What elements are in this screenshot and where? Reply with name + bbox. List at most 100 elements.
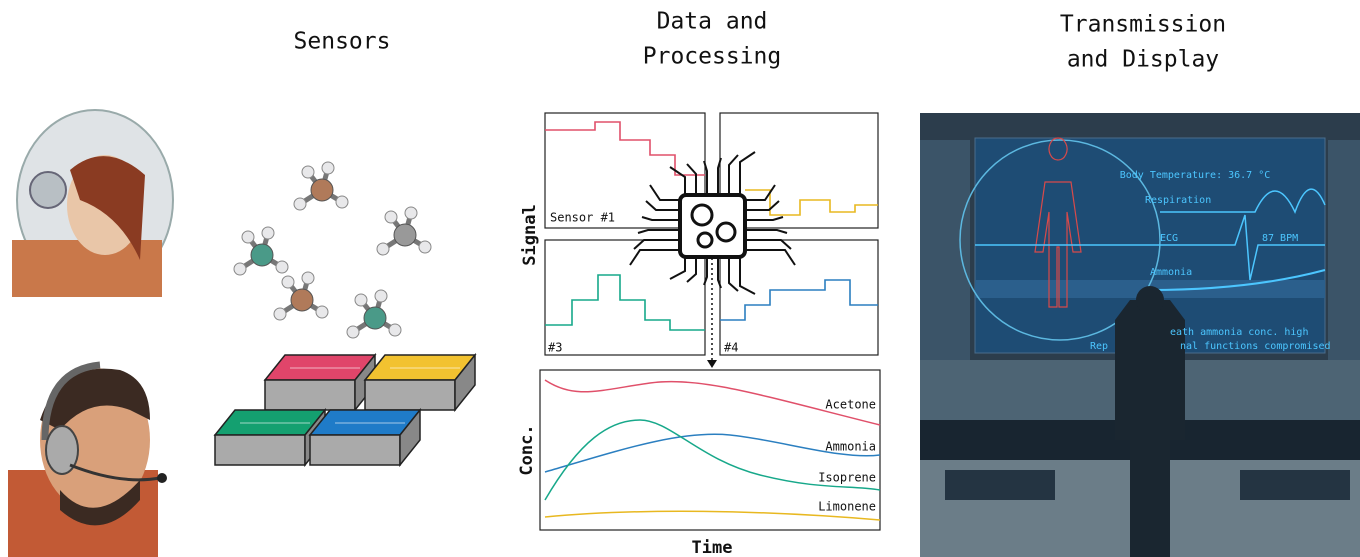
curve-label: Ammonia bbox=[825, 440, 876, 454]
screen-text: Respiration bbox=[1145, 195, 1211, 206]
chip-pin bbox=[745, 239, 792, 250]
molecule-atom bbox=[346, 325, 360, 339]
chip-pin bbox=[739, 151, 756, 195]
chip-pin bbox=[669, 257, 686, 280]
processor-icon bbox=[629, 151, 796, 295]
screen-text: 87 BPM bbox=[1262, 233, 1298, 244]
chip-pin bbox=[728, 154, 739, 195]
column-title: Sensors bbox=[294, 29, 391, 55]
sensor-base bbox=[264, 379, 356, 411]
molecule-atom bbox=[374, 289, 388, 303]
signal-panels-part bbox=[719, 112, 879, 229]
operator-illustration-part bbox=[157, 473, 167, 483]
screen-text: Rep bbox=[1090, 341, 1108, 352]
chip-pin bbox=[745, 216, 784, 221]
molecule-atom bbox=[310, 178, 334, 202]
molecule-atom bbox=[241, 230, 255, 244]
sensor-base bbox=[364, 379, 456, 411]
molecule-atom bbox=[281, 275, 295, 289]
molecule-atom bbox=[233, 262, 247, 276]
screen-text: Ammonia bbox=[1150, 267, 1192, 278]
sensor-base bbox=[214, 434, 306, 466]
molecule-atom bbox=[393, 223, 417, 247]
molecule-atom bbox=[275, 260, 289, 274]
concentration-frame bbox=[539, 369, 881, 531]
concentration-curve bbox=[544, 379, 881, 426]
panel-label: #4 bbox=[724, 341, 738, 355]
molecule-atom bbox=[388, 323, 402, 337]
control-room-part bbox=[1115, 300, 1185, 557]
concentration-curve bbox=[544, 433, 881, 473]
curve-label: Isoprene bbox=[818, 471, 876, 485]
control-room bbox=[920, 113, 1360, 557]
astronaut-illustration-part bbox=[70, 156, 145, 260]
control-room-part bbox=[945, 470, 1055, 500]
operator-illustration-part bbox=[40, 368, 150, 430]
control-room-part bbox=[959, 139, 1161, 341]
operator-illustration-part bbox=[60, 480, 140, 526]
screen-text: ECG bbox=[1160, 233, 1178, 244]
axis-label: Time bbox=[692, 538, 733, 557]
sensor-base bbox=[399, 407, 421, 468]
column-title: Transmission bbox=[1060, 12, 1226, 38]
molecule-atom bbox=[261, 226, 275, 240]
control-room-part bbox=[975, 214, 1325, 281]
operator-illustration-part bbox=[69, 463, 161, 482]
chip-pin bbox=[686, 163, 697, 195]
sensor-base bbox=[309, 434, 401, 466]
molecule-atom bbox=[418, 240, 432, 254]
molecule-atom bbox=[293, 197, 307, 211]
curve-label: Acetone bbox=[825, 398, 876, 412]
chip-pin bbox=[641, 216, 680, 221]
chip-pin bbox=[717, 157, 722, 195]
molecule-atom bbox=[290, 288, 314, 312]
molecule-atom bbox=[301, 271, 315, 285]
chip-pin bbox=[745, 229, 788, 234]
molecule-atom bbox=[315, 305, 329, 319]
chip-pin bbox=[703, 160, 708, 195]
operator-illustration bbox=[8, 361, 167, 557]
chip-pin bbox=[745, 249, 796, 266]
chip-pin bbox=[649, 184, 680, 201]
chip-pin bbox=[629, 249, 680, 266]
control-room-part bbox=[1160, 188, 1326, 214]
signal-trace bbox=[545, 121, 705, 176]
processor-icon-part bbox=[690, 203, 714, 227]
control-room-part bbox=[1136, 286, 1164, 314]
processor-icon-part bbox=[715, 221, 737, 243]
control-room-part bbox=[920, 140, 970, 360]
chip-pin bbox=[745, 200, 780, 211]
flow-arrow-head bbox=[707, 360, 717, 368]
screen-text: eath ammonia conc. high bbox=[1170, 327, 1308, 338]
curve-label: Limonene bbox=[818, 500, 876, 514]
control-room-part bbox=[1240, 470, 1350, 500]
astronaut-illustration-part bbox=[29, 171, 67, 209]
control-room-part bbox=[1149, 269, 1326, 291]
molecule-atom bbox=[384, 210, 398, 224]
chip-pin bbox=[703, 257, 708, 286]
molecule-atom bbox=[250, 243, 274, 267]
molecule-atom bbox=[321, 161, 335, 175]
chip-pin bbox=[686, 257, 697, 283]
processor-icon-part bbox=[678, 193, 747, 259]
panel-label: #3 bbox=[548, 341, 562, 355]
chip-pin bbox=[669, 166, 686, 195]
molecule-atom bbox=[301, 165, 315, 179]
chip-pin bbox=[739, 257, 756, 295]
screen-text: nal functions compromised bbox=[1180, 341, 1331, 352]
chip-pin bbox=[637, 229, 680, 234]
signal-panels-part bbox=[544, 239, 706, 356]
column-title: Data and bbox=[657, 9, 768, 35]
signal-panels-part bbox=[544, 112, 706, 229]
chip-pin bbox=[645, 200, 680, 211]
operator-illustration-part bbox=[45, 425, 79, 475]
chip-pin bbox=[728, 257, 739, 292]
axis-label: Conc. bbox=[517, 424, 537, 475]
chip-pin bbox=[745, 184, 776, 201]
molecule-atom bbox=[404, 206, 418, 220]
signal-panels bbox=[544, 112, 879, 356]
processor-icon-part bbox=[696, 231, 714, 249]
column-title: and Display bbox=[1067, 47, 1219, 73]
molecule-atom bbox=[273, 307, 287, 321]
